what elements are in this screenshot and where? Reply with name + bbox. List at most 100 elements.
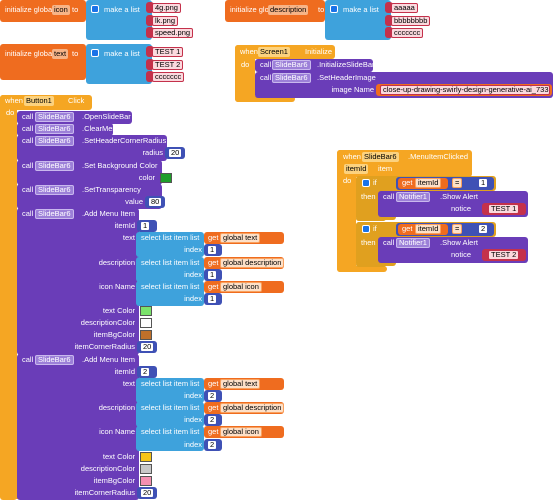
text-block: [146, 71, 154, 82]
keyword: get: [208, 427, 219, 437]
keyword: select list item list: [141, 378, 200, 388]
select-list-item-block: [136, 232, 204, 258]
string-value: bbbbbbbb: [391, 15, 431, 26]
component-name: SlideBar6: [35, 136, 74, 147]
keyword: if: [373, 224, 377, 233]
keyword: make a list: [104, 5, 140, 14]
string-value: close-up-drawing-swirly-design-generativ…: [380, 85, 550, 95]
variable-name: global description: [220, 257, 285, 268]
keyword: index: [184, 390, 202, 400]
param-name: description: [98, 403, 135, 413]
if-block: [356, 216, 386, 221]
param-name: itemId: [344, 164, 369, 174]
param-name: itemCornerRadius: [74, 342, 135, 352]
variable-name: text: [52, 49, 69, 59]
string-value: 4g.png: [152, 3, 181, 13]
component-name: SlideBar6: [35, 184, 74, 195]
keyword: get: [402, 178, 413, 187]
event-name: .MenuItemClicked: [408, 152, 469, 161]
keyword: call: [22, 209, 34, 219]
param-name: text Color: [102, 451, 135, 461]
param-name: itemBgColor: [93, 475, 135, 485]
keyword: get: [208, 281, 219, 291]
number-value: 1: [140, 221, 151, 232]
event-block: [235, 45, 255, 102]
keyword: make a list: [343, 5, 379, 14]
operator: =: [452, 224, 463, 234]
component-name: SlideBar6: [272, 73, 311, 83]
method-name: .SetHeaderCornerRadius: [82, 136, 167, 146]
if-block: [356, 262, 386, 267]
param-name: text: [122, 233, 135, 243]
color-swatch: [140, 330, 152, 341]
component-name: SlideBar6: [35, 112, 74, 122]
event-name: Initialize: [305, 47, 333, 56]
color-swatch: [140, 451, 152, 462]
param-name: itemCornerRadius: [74, 488, 135, 498]
variable-name: global text: [220, 378, 261, 389]
text-block: [385, 2, 393, 13]
keyword: do: [343, 176, 352, 185]
color-swatch: [140, 463, 152, 474]
component-name: Notifier1: [396, 238, 430, 248]
number-value: 2: [207, 439, 218, 450]
keyword: call: [22, 354, 34, 364]
mutator-icon: [91, 49, 99, 57]
select-list-item-block: [136, 256, 204, 282]
string-value: ccccccc: [152, 72, 185, 82]
component-name: SlideBar6: [35, 124, 74, 135]
number-value: 2: [207, 390, 218, 401]
mutator-icon: [330, 5, 338, 13]
component-name: SlideBar6: [35, 354, 74, 365]
number-value: 1: [478, 178, 489, 188]
string-value: speed.png: [152, 28, 194, 38]
variable-name: description: [268, 5, 309, 15]
param-name: notice: [450, 250, 471, 259]
keyword: get: [208, 257, 219, 267]
keyword: call: [383, 238, 395, 247]
variable-name: global icon: [220, 427, 262, 438]
method-name: .SetHeaderImage: [317, 73, 376, 82]
string-value: TEST 1: [488, 204, 520, 214]
keyword: call: [383, 192, 395, 201]
keyword: index: [184, 245, 202, 255]
keyword: call: [260, 60, 272, 69]
method-name: .Set Background Color: [82, 160, 158, 170]
param-name: value: [125, 196, 143, 206]
keyword: then: [361, 192, 376, 201]
param-name: text Color: [102, 306, 135, 316]
text-block: [146, 27, 154, 38]
method-name: .ClearMenu: [82, 124, 121, 134]
keyword: select list item list: [141, 257, 200, 267]
keyword: select list item list: [141, 281, 200, 291]
component-name: SlideBar6: [35, 209, 74, 220]
number-value: 1: [207, 245, 218, 256]
variable-name: global icon: [220, 281, 262, 292]
keyword: call: [22, 112, 34, 121]
param-name: itemId: [114, 221, 135, 231]
keyword: then: [361, 238, 376, 247]
string-value: ccccccc: [391, 28, 424, 38]
string-value: TEST 2: [152, 59, 184, 70]
param-name: icon Name: [99, 281, 135, 291]
event-block: [337, 150, 356, 272]
keyword: when: [343, 152, 361, 161]
string-value: lk.png: [152, 15, 179, 26]
keyword: do: [6, 108, 15, 117]
mutator-icon: [362, 179, 370, 187]
component-name: SlideBar6: [272, 60, 311, 70]
method-name: .SetTransparency: [82, 184, 141, 194]
keyword: when: [5, 96, 23, 105]
number-value: 2: [207, 415, 218, 426]
variable-name: icon: [52, 5, 70, 15]
keyword: index: [184, 439, 202, 449]
keyword: select list item list: [141, 403, 200, 413]
keyword: index: [184, 293, 202, 303]
text-block: [146, 46, 154, 57]
event-name: Click: [68, 96, 85, 105]
number-value: 80: [148, 196, 163, 207]
param-name: color: [138, 172, 155, 182]
text-block: [146, 2, 154, 13]
method-name: .OpenSlideBar: [82, 112, 131, 121]
